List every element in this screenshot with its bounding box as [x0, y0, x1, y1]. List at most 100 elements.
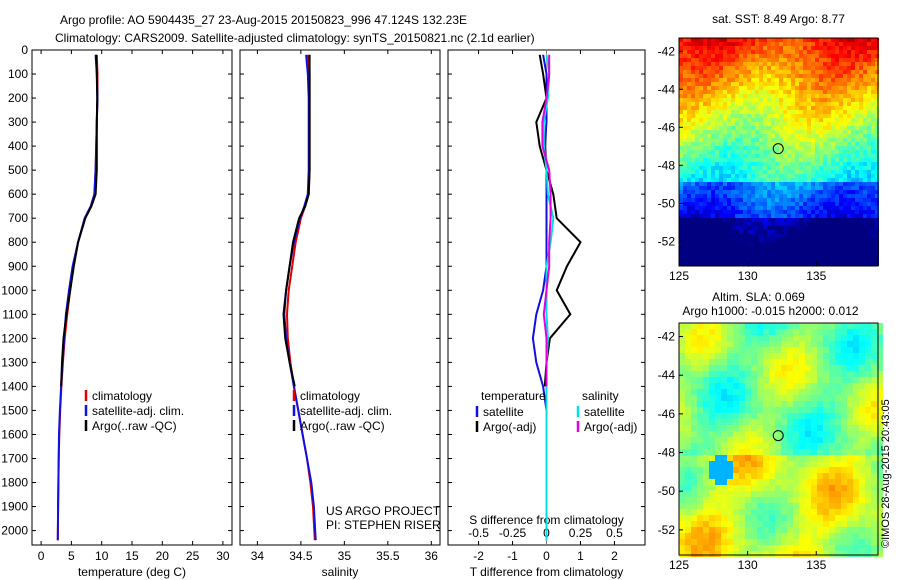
series-argo-raw-qc-: [60, 54, 99, 387]
map-y-tick-label: -52: [658, 523, 676, 537]
map-y-tick-label: -48: [658, 158, 676, 172]
y-tick-label: 800: [8, 235, 28, 249]
x-tick-label: 15: [125, 549, 139, 563]
map-x-tick-label: 135: [806, 558, 826, 572]
map-field: [679, 323, 883, 557]
y-tick-label: 500: [8, 163, 28, 177]
x2-tick-label: 0.5: [606, 526, 623, 540]
legend-group-title: temperature: [481, 389, 546, 403]
x-tick-label: 5: [68, 549, 75, 563]
map-x-tick-label: 130: [738, 269, 758, 283]
legend-label: Argo(-adj): [584, 420, 637, 434]
y-tick-label: 100: [8, 67, 28, 81]
y-tick-label: 400: [8, 139, 28, 153]
profile-panel-1: 0100200300400500600700800900100011001200…: [1, 43, 233, 579]
argo-position-marker: [772, 143, 784, 155]
map-y-tick-label: -52: [658, 234, 676, 248]
imos-stamp: ©IMOS 28-Aug-2015 20:43:05: [880, 399, 892, 548]
x-axis-label: salinity: [322, 565, 359, 579]
map-y-tick-label: -50: [658, 196, 676, 210]
y-tick-label: 1500: [1, 403, 28, 417]
y-tick-label: 0: [21, 43, 28, 57]
x-tick-label: -2: [473, 549, 484, 563]
y-tick-label: 1000: [1, 283, 28, 297]
y-tick-label: 1900: [1, 500, 28, 514]
legend-label: climatology: [92, 389, 152, 403]
x-tick-label: 0: [543, 549, 550, 563]
plot-frame: [239, 49, 441, 546]
series-argo-raw-qc-: [282, 54, 311, 387]
map-y-tick-label: -42: [658, 330, 676, 344]
series-temperature-argo-adj-: [535, 54, 582, 387]
legend-label: Argo(-adj): [483, 420, 536, 434]
map-x-tick-label: 125: [669, 558, 689, 572]
map-frame: [678, 322, 879, 556]
map-panel-sst: 125 130 135 -42 -44 -46 -48 -50 -52 sat. SST: 8.4…: [658, 12, 879, 283]
x-tick-label: 25: [186, 549, 200, 563]
legend-group-title: salinity: [582, 389, 619, 403]
x-tick-label: 35.5: [376, 549, 400, 563]
map-y-tick-label: -50: [658, 484, 676, 498]
plot-frame: [31, 49, 233, 546]
x-tick-label: 36: [425, 549, 439, 563]
legend-label: satellite: [483, 405, 524, 419]
y-tick-label: 1300: [1, 355, 28, 369]
x-tick-label: 10: [95, 549, 109, 563]
y-tick-label: 1600: [1, 427, 28, 441]
map-x-tick-label: 135: [806, 269, 826, 283]
series-salinity-argo-adj-: [541, 54, 552, 387]
credit-pi: PI: STEPHEN RISER: [326, 518, 441, 532]
map-title: sat. SST: 8.49 Argo: 8.77: [712, 12, 845, 26]
x2-tick-label: -0.5: [468, 526, 489, 540]
y-tick-label: 600: [8, 187, 28, 201]
x-tick-label: 0: [38, 549, 45, 563]
legend-label: satellite: [584, 405, 625, 419]
header-line1: Argo profile: AO 5904435_27 23-Aug-2015 …: [60, 13, 467, 27]
argo-position-marker: [772, 430, 784, 442]
x-axis-label: T difference from climatology: [470, 565, 624, 579]
x-tick-label: -1: [507, 549, 518, 563]
y-tick-label: 1800: [1, 476, 28, 490]
x-tick-label: 34: [251, 549, 265, 563]
y-tick-label: 200: [8, 91, 28, 105]
x-tick-label: 2: [611, 549, 618, 563]
profile-panel-2: 34 34.5 35 35.5 36 salinity climatologysatelli…: [239, 49, 441, 579]
x-tick-label: 1: [577, 549, 584, 563]
map-x-tick-label: 125: [669, 269, 689, 283]
x-tick-label: 30: [216, 549, 230, 563]
map-y-tick-label: -48: [658, 446, 676, 460]
y-tick-label: 1100: [2, 307, 28, 321]
x2-tick-label: 0.25: [569, 526, 593, 540]
legend-label: Argo(..raw -QC): [300, 419, 385, 433]
legend-label: climatology: [300, 389, 360, 403]
map-y-tick-label: -46: [658, 407, 676, 421]
x-axis-label: temperature (deg C): [78, 565, 186, 579]
map-field: [679, 38, 879, 266]
legend-label: satellite-adj. clim.: [92, 404, 184, 418]
map-y-tick-label: -46: [658, 120, 676, 134]
y-tick-label: 1700: [1, 451, 28, 465]
credits: US ARGO PROJECT PI: STEPHEN RISER: [326, 504, 441, 532]
x-tick-label: 34.5: [289, 549, 313, 563]
map-y-tick-label: -42: [658, 44, 676, 58]
profile-panel-3: -2 -1 0 1 2 T difference from climatology -0.5…: [447, 49, 646, 579]
header-line2: Climatology: CARS2009. Satellite-adjuste…: [55, 31, 535, 45]
map-panel-sla: 125 130 135 -42 -44 -46 -48 -50 -52 Altim. SLA: 0…: [658, 290, 883, 572]
map-title: Altim. SLA: 0.069: [712, 290, 805, 304]
x-tick-label: 20: [156, 549, 170, 563]
map-subtitle: Argo h1000: -0.015 h2000: 0.012: [682, 304, 858, 318]
y-tick-label: 1400: [1, 379, 28, 393]
legend-label: Argo(..raw -QC): [92, 419, 177, 433]
credit-project: US ARGO PROJECT: [326, 504, 441, 518]
map-y-tick-label: -44: [658, 368, 676, 382]
x-tick-label: 35: [338, 549, 352, 563]
y-tick-label: 300: [8, 115, 28, 129]
map-x-tick-label: 130: [738, 558, 758, 572]
legend: temperaturesatelliteArgo(-adj)salinitysa…: [475, 389, 637, 434]
y-tick-label: 1200: [1, 331, 28, 345]
map-frame: [678, 37, 879, 267]
y-tick-label: 900: [8, 259, 28, 273]
